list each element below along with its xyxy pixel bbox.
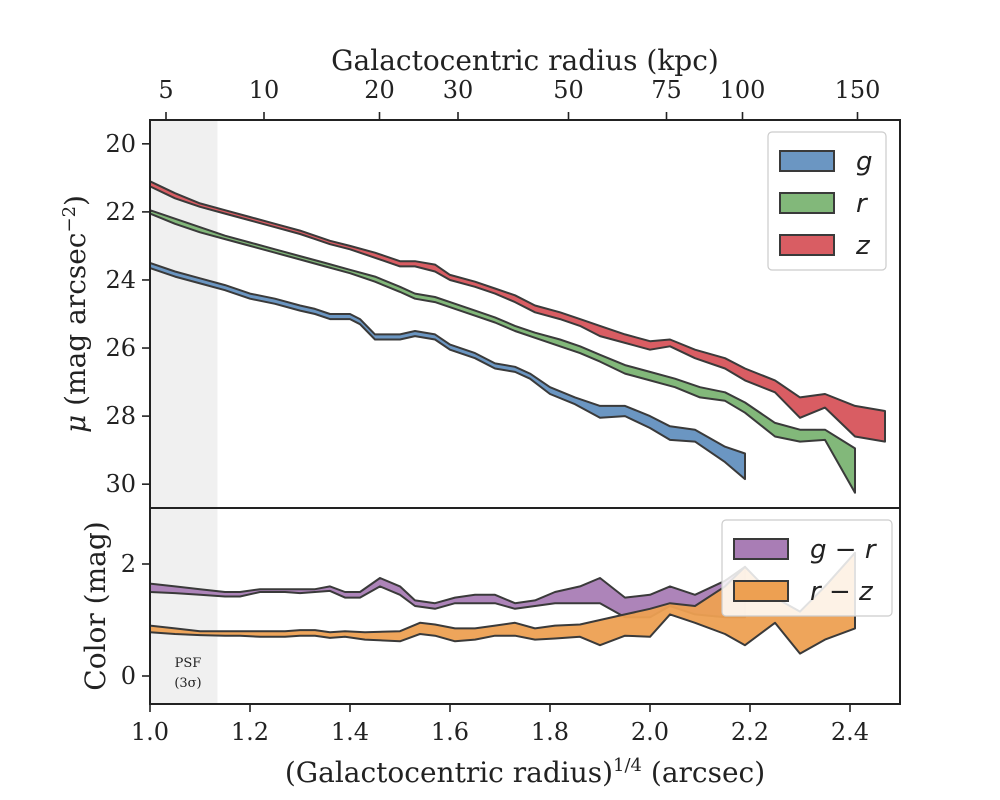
y-tick-label: 30 xyxy=(105,470,136,498)
y-tick-label: 2 xyxy=(121,550,136,578)
bottom-x-axis-ticks: 1.0 1.2 1.4 1.6 1.8 2.0 2.2 2.4 xyxy=(131,704,869,746)
kpc-tick-label: 75 xyxy=(651,76,682,104)
kpc-tick-label: 5 xyxy=(158,76,173,104)
psf-sigma-label: (3σ) xyxy=(174,676,201,691)
kpc-tick-label: 30 xyxy=(443,76,474,104)
bottom-x-axis-label: (Galactocentric radius)1/4 (arcsec) xyxy=(285,755,765,789)
series-band-r-z xyxy=(149,551,856,655)
bottom-panel-frame xyxy=(149,507,901,705)
legend-swatch-g xyxy=(779,150,835,172)
legend-swatch-z xyxy=(779,234,835,256)
y-tick-label: 20 xyxy=(105,130,136,158)
kpc-tick-label: 150 xyxy=(835,76,881,104)
x-tick-label: 2.4 xyxy=(831,718,869,746)
psf-band-bottom xyxy=(150,508,218,704)
x-tick-label: 2.2 xyxy=(731,718,769,746)
x-tick-label: 1.2 xyxy=(231,718,269,746)
y-tick-label: 22 xyxy=(105,198,136,226)
kpc-tick-label: 100 xyxy=(720,76,766,104)
color-legend: g − r r − z xyxy=(721,519,893,617)
psf-shaded-region xyxy=(150,120,218,508)
legend-label-g-r: g − r xyxy=(810,535,878,565)
x-tick-label: 1.6 xyxy=(431,718,469,746)
top-y-axis-ticks: 20 22 24 26 28 30 xyxy=(105,130,150,498)
series-band-r xyxy=(149,209,856,494)
top-x-axis-label: Galactocentric radius (kpc) xyxy=(331,44,719,77)
legend-swatch-r xyxy=(779,192,835,214)
y-tick-label: 26 xyxy=(105,334,136,362)
kpc-tick-label: 50 xyxy=(553,76,584,104)
legend-label-r-z: r − z xyxy=(810,577,874,607)
surface-brightness-panel: 20 22 24 26 28 30 5 10 20 30 50 75 100 150 Galactoce… xyxy=(59,44,901,509)
color-series xyxy=(149,551,856,655)
surface-brightness-series xyxy=(149,180,886,494)
psf-shaded-region-bottom xyxy=(150,508,218,704)
kpc-tick-label: 20 xyxy=(364,76,395,104)
y-tick-label: 24 xyxy=(105,266,136,294)
legend-swatch-r-z xyxy=(733,580,789,602)
x-tick-label: 1.4 xyxy=(331,718,369,746)
top-x-axis-ticks: 5 10 20 30 50 75 100 150 xyxy=(158,76,880,120)
series-band-g xyxy=(149,261,746,481)
legend-label-r: r xyxy=(856,189,869,219)
x-tick-label: 1.0 xyxy=(131,718,169,746)
y-tick-label: 28 xyxy=(105,402,136,430)
bottom-y-axis-label: Color (mag) xyxy=(79,521,112,690)
legend-label-z: z xyxy=(855,231,871,261)
x-tick-label: 1.8 xyxy=(531,718,569,746)
legend-swatch-g-r xyxy=(733,538,789,560)
y-tick-label: 0 xyxy=(121,662,136,690)
kpc-tick-label: 10 xyxy=(249,76,280,104)
top-y-axis-label: μ (mag arcsec−2) xyxy=(59,195,92,433)
x-tick-label: 2.0 xyxy=(631,718,669,746)
psf-band-top xyxy=(150,120,218,508)
bottom-y-axis-ticks: 02 xyxy=(121,550,150,690)
color-panel: PSF (3σ) 02 1.0 1.2 1.4 1.6 1.8 2.0 2.2 2.4 Col… xyxy=(79,507,901,789)
psf-label: PSF xyxy=(175,656,202,671)
band-legend: grz xyxy=(767,131,887,271)
series-band-z xyxy=(149,180,886,443)
legend-label-g: g xyxy=(856,147,873,177)
